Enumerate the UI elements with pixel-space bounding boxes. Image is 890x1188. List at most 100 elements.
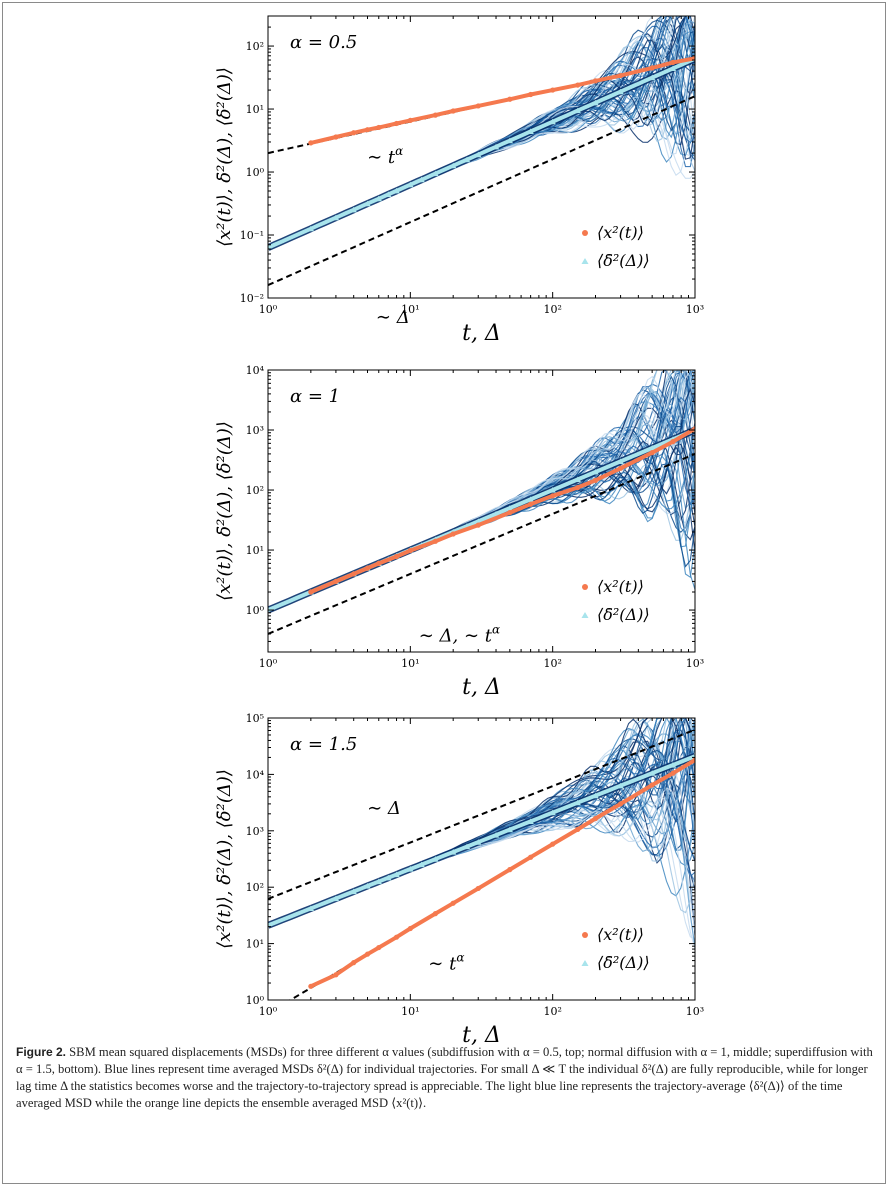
tamsd-mean-triangle	[492, 832, 500, 838]
guide-dashed-line	[268, 95, 695, 287]
guide-label-exponent: α	[492, 622, 500, 636]
guide-label-exponent: α	[456, 950, 464, 964]
x-tick-label: 10²	[543, 657, 561, 670]
tamsd-mean-triangle	[418, 861, 425, 868]
tamsd-mean-triangle	[375, 878, 382, 885]
tamsd-mean-triangle	[617, 782, 624, 789]
ensemble-msd-line	[308, 758, 695, 989]
y-tick-label: 10⁴	[246, 364, 265, 377]
plot-area	[268, 718, 695, 1000]
y-tick-label: 10³	[246, 825, 264, 838]
y-tick-label: 10²	[246, 484, 264, 497]
guide-label: ∼ Δ	[376, 307, 410, 328]
tamsd-mean-triangle	[463, 843, 471, 850]
guide-dashed-line	[268, 728, 695, 900]
y-tick-label: 10²	[246, 40, 264, 53]
y-axis-label: ⟨x²(t)⟩, δ̄²(Δ), ⟨δ̄²(Δ)⟩	[214, 421, 235, 601]
tamsd-mean-triangle	[669, 65, 677, 72]
y-tick-label: 10¹	[246, 938, 264, 951]
guide-label: ∼ Δ, ∼ tα	[419, 622, 500, 646]
tamsd-mean-triangle	[592, 99, 599, 106]
tamsd-mean-triangle	[332, 895, 340, 902]
legend-tamsd-label: ⟨δ̄²(Δ)⟩	[597, 605, 650, 624]
msd-panel-alpha-0-5: 10⁰ 10¹ 10² 10³ 10⁻² 10⁻¹ 10⁰ 10¹ 10² t, Δ ⟨x²(t)⟩…	[190, 8, 710, 378]
legend-ensemble-label: ⟨x²(t)⟩	[597, 223, 644, 242]
y-tick-label: 10⁰	[246, 166, 265, 179]
alpha-panel-label: α = 1	[290, 386, 340, 407]
legend-ensemble-marker	[582, 584, 588, 590]
tamsd-mean-triangle	[407, 181, 414, 188]
tamsd-mean-triangle	[432, 856, 439, 862]
tamsd-mean-triangle	[527, 496, 534, 502]
y-tick-label: 10⁵	[246, 712, 264, 725]
tamsd-mean-triangle	[527, 128, 534, 135]
tamsd-mean-triangle	[549, 118, 556, 125]
x-tick-label: 10²	[543, 303, 561, 316]
tamsd-mean-triangle	[307, 225, 315, 232]
tamsd-mean-triangle	[506, 826, 514, 833]
x-tick-label: 10⁰	[259, 1005, 278, 1018]
tamsd-mean-triangle	[364, 200, 371, 207]
plot-area	[268, 16, 695, 287]
x-axis-label: t, Δ	[462, 675, 501, 700]
msd-chart: 10⁰ 10¹ 10² 10³ 10⁰ 10¹ 10² 10³ 10⁴ t, Δ ⟨x²(t)⟩, …	[214, 364, 704, 700]
tamsd-mean-triangle	[307, 905, 315, 912]
msd-chart: 10⁰ 10¹ 10² 10³ 10⁻² 10⁻¹ 10⁰ 10¹ 10² t, Δ ⟨x²(t)⟩…	[214, 15, 704, 346]
guide-label: ∼ Δ	[367, 798, 401, 819]
y-tick-label: 10³	[246, 424, 264, 437]
y-tick-label: 10⁻²	[240, 292, 264, 305]
tamsd-mean-triangle	[492, 510, 500, 517]
tamsd-mean-triangle	[332, 214, 340, 221]
tamsd-mean-triangle	[648, 445, 656, 451]
tamsd-mean-triangle	[393, 871, 400, 878]
trajectory-tamsd-line	[268, 804, 695, 927]
alpha-panel-label: α = 1.5	[290, 734, 357, 755]
tamsd-mean-triangle	[527, 818, 534, 824]
legend-tamsd-label: ⟨δ̄²(Δ)⟩	[597, 953, 650, 972]
guide-label: ∼ tα	[367, 144, 403, 168]
plot-area	[268, 370, 695, 635]
tamsd-mean-triangle	[350, 206, 357, 213]
trajectory-tamsd-line	[268, 800, 695, 940]
trajectory-tamsd-line	[268, 783, 695, 936]
x-tick-label: 10¹	[401, 303, 419, 316]
tamsd-mean-triangle	[475, 151, 482, 158]
y-tick-label: 10¹	[246, 544, 264, 557]
tamsd-mean-triangle	[449, 162, 457, 169]
tamsd-mean-triangle	[549, 809, 556, 816]
tamsd-mean-triangle	[449, 849, 457, 855]
axes-frame	[267, 717, 696, 1001]
tamsd-mean-triangle	[506, 505, 514, 511]
alpha-panel-label: α = 0.5	[290, 32, 357, 53]
axes-frame	[267, 15, 696, 299]
legend-ensemble-label: ⟨x²(t)⟩	[597, 577, 644, 596]
tamsd-mean-triangle	[364, 883, 371, 889]
tamsd-mean-triangle	[492, 143, 500, 150]
tamsd-mean-triangle	[574, 476, 581, 483]
guide-label-exponent: α	[395, 144, 403, 158]
tamsd-mean-triangle	[617, 88, 624, 95]
guide-dashed-line	[268, 452, 695, 635]
tamsd-mean-triangle	[506, 137, 514, 144]
tamsd-mean-triangle	[385, 191, 392, 198]
y-tick-label: 10²	[246, 881, 264, 894]
tamsd-mean-triangle	[418, 176, 425, 183]
legend-tamsd-marker	[581, 258, 589, 264]
tamsd-mean-triangle	[574, 107, 581, 114]
tamsd-mean-line	[268, 754, 695, 928]
ensemble-msd-line	[308, 426, 695, 594]
tamsd-mean-triangle	[407, 866, 414, 872]
x-tick-label: 10⁰	[259, 303, 278, 316]
y-axis-label: ⟨x²(t)⟩, δ̄²(Δ), ⟨δ̄²(Δ)⟩	[214, 769, 235, 949]
ensemble-msd-line	[308, 56, 695, 145]
tamsd-mean-triangle	[549, 487, 556, 493]
x-tick-label: 10³	[686, 1005, 704, 1018]
x-tick-label: 10⁰	[259, 657, 278, 670]
x-tick-label: 10¹	[401, 657, 419, 670]
tamsd-mean-triangle	[574, 799, 581, 806]
legend-tamsd-marker	[581, 612, 589, 618]
tamsd-mean-triangle	[375, 195, 382, 202]
y-tick-label: 10⁻¹	[240, 229, 264, 242]
caption-text: SBM mean squared displacements (MSDs) fo…	[16, 1045, 873, 1110]
